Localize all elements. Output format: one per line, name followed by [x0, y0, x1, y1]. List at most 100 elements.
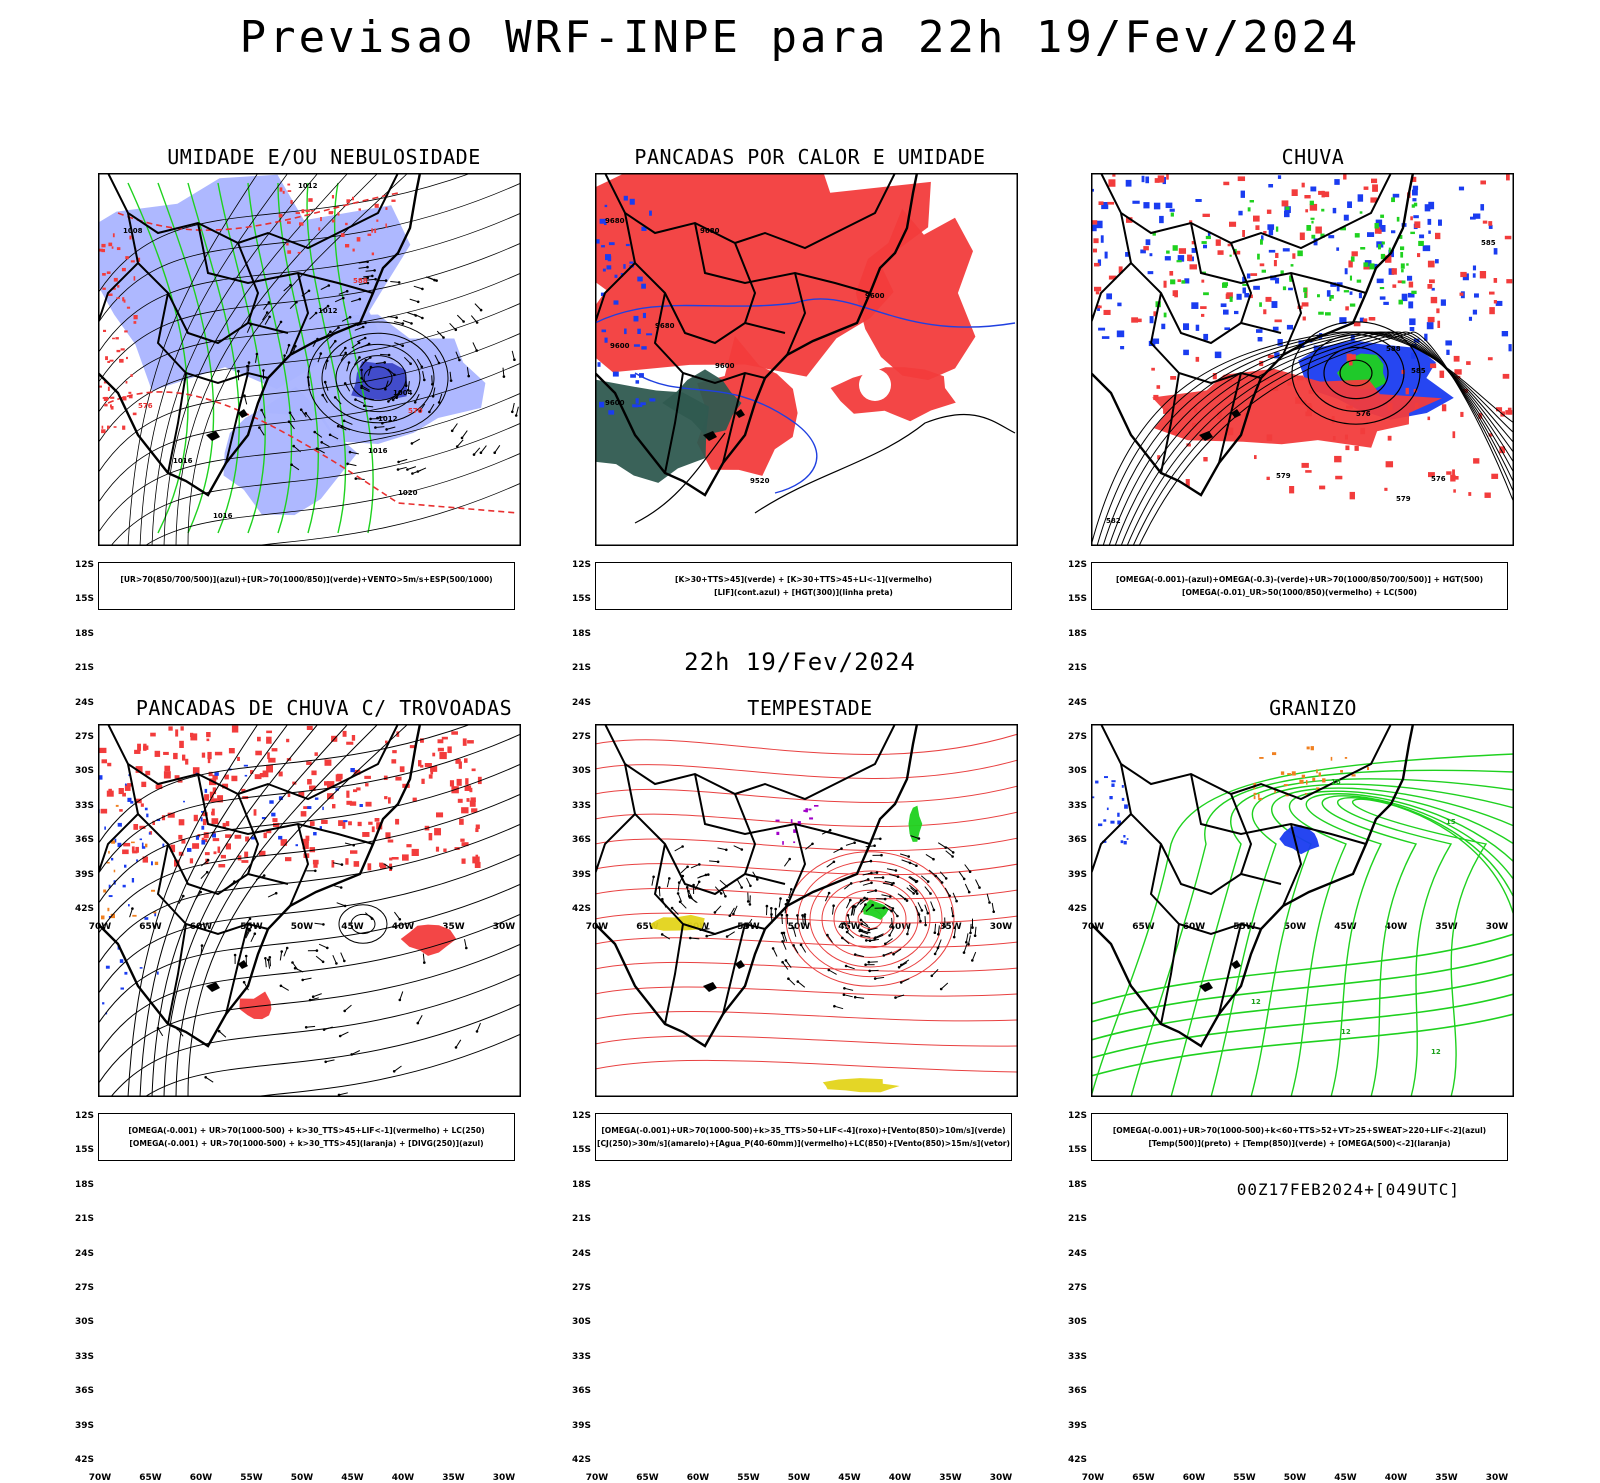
wind-vector: [652, 877, 654, 886]
field-speckle: [1166, 251, 1170, 254]
wind-vector: [516, 407, 518, 416]
wind-vector-head: [916, 880, 919, 883]
field-speckle: [106, 966, 110, 969]
field-speckle: [122, 850, 129, 855]
wind-vector-head: [919, 920, 922, 923]
wind-contour-red: [595, 1036, 1018, 1046]
field-speckle: [353, 789, 357, 792]
legend-line-1: [OMEGA(-0.001)+UR>70(1000-500)+k>35_TTS>…: [596, 1124, 1011, 1137]
lon-tick-label: 70W: [85, 1473, 115, 1483]
wind-vector-head: [316, 949, 319, 952]
field-speckle: [1411, 291, 1416, 294]
field-speckle: [1179, 248, 1186, 254]
field-speckle: [1203, 214, 1210, 217]
field-speckle: [624, 196, 628, 201]
field-speckle: [114, 870, 116, 873]
field-speckle: [1380, 215, 1384, 218]
field-speckle: [1234, 311, 1238, 314]
field-speckle: [1247, 274, 1250, 279]
wind-vector-head: [428, 411, 431, 414]
streamline: [98, 974, 521, 1097]
field-speckle: [307, 806, 311, 809]
field-speckle: [299, 222, 303, 225]
wind-vector-head: [896, 915, 899, 918]
field-speckle: [1410, 232, 1415, 234]
field-speckle: [1267, 477, 1270, 480]
wind-vector-head: [832, 904, 835, 907]
wind-vector-head: [399, 918, 402, 921]
wind-vector: [348, 464, 357, 466]
wind-vector: [678, 893, 681, 901]
wind-vector-head: [201, 944, 204, 947]
field-speckle: [1360, 428, 1365, 434]
wind-vector-head: [344, 347, 347, 350]
contour-value-label: 9520: [750, 477, 770, 485]
lon-tick-label: 65W: [136, 1473, 166, 1483]
wind-vector-head: [354, 398, 357, 401]
wind-vector-head: [781, 961, 784, 964]
wind-vector: [925, 905, 928, 914]
field-speckle: [1340, 770, 1343, 773]
field-speckle: [1322, 191, 1325, 198]
field-speckle: [1344, 290, 1349, 292]
field-speckle: [123, 885, 126, 888]
field-speckle: [1262, 270, 1266, 273]
wind-vector-head: [358, 356, 361, 359]
wind-vector-head: [889, 895, 892, 898]
field-speckle: [121, 348, 125, 350]
field-speckle: [1201, 280, 1204, 283]
field-speckle: [1169, 271, 1173, 276]
field-speckle: [1190, 264, 1197, 269]
field-speckle: [107, 426, 110, 429]
field-speckle: [133, 413, 137, 416]
field-speckle: [1311, 218, 1315, 220]
field-speckle: [332, 220, 335, 223]
wind-vector-head: [476, 1030, 479, 1033]
wind-vector-head: [350, 1053, 353, 1056]
field-speckle: [1325, 312, 1331, 315]
lat-tick-label: 21S: [571, 1214, 591, 1224]
field-speckle: [123, 396, 127, 400]
field-speckle: [1423, 245, 1430, 251]
wind-vector-head: [766, 905, 769, 908]
field-speckle: [313, 832, 317, 835]
wind-vector: [827, 862, 834, 867]
field-speckle: [244, 765, 248, 767]
field-speckle: [643, 313, 646, 318]
wind-vector-head: [828, 969, 831, 972]
field-speckle: [476, 825, 480, 829]
wind-vector-head: [352, 844, 355, 847]
wind-vector: [681, 867, 688, 873]
field-speckle: [1111, 780, 1115, 782]
field-speckle: [1305, 209, 1308, 212]
lon-tick-label: 65W: [633, 1473, 663, 1483]
contour-value-label: 9680: [605, 217, 625, 225]
field-speckle: [1399, 300, 1403, 305]
field-speckle: [1096, 221, 1102, 228]
wind-vector-head: [266, 311, 269, 314]
field-speckle: [1363, 262, 1368, 266]
main-title: Previsao WRF-INPE para 22h 19/Fev/2024: [0, 12, 1600, 63]
wind-vector: [964, 944, 967, 953]
lat-tick-label: 21S: [74, 1214, 94, 1224]
wind-vector-head: [860, 899, 863, 902]
wind-vector-head: [248, 929, 251, 932]
lat-tick-label: 21S: [74, 663, 94, 673]
field-speckle: [1107, 808, 1109, 810]
field-speckle: [207, 752, 211, 759]
lon-tick-label: 35W: [1432, 1473, 1462, 1483]
field-speckle: [646, 333, 652, 335]
contour-value-label: 9680: [700, 227, 720, 235]
field-speckle: [1267, 434, 1273, 441]
field-speckle: [598, 362, 601, 367]
wind-vector-head: [770, 907, 773, 910]
field-speckle: [1170, 279, 1175, 284]
field-speckle: [107, 763, 111, 766]
field-speckle: [1223, 310, 1229, 315]
field-speckle: [1117, 331, 1124, 338]
field-speckle: [1454, 356, 1460, 362]
field-speckle: [1494, 300, 1497, 304]
field-speckle: [1272, 752, 1276, 755]
wind-vector: [773, 948, 777, 956]
